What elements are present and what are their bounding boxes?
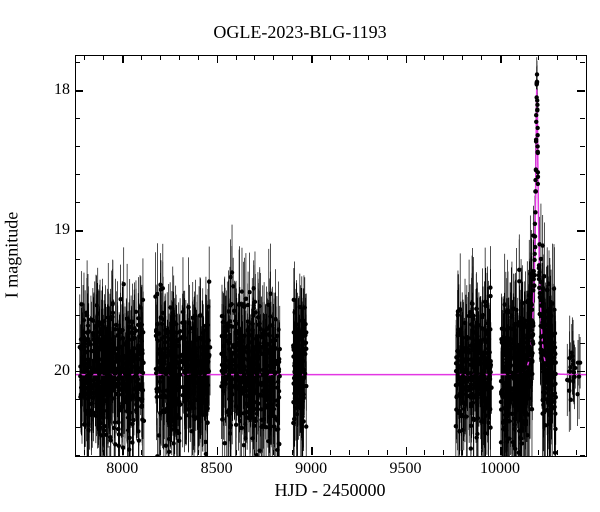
chart-title: OGLE-2023-BLG-1193 [0,22,600,43]
y-axis-label: I magnitude [2,212,23,298]
x-tick-label: 9000 [295,460,327,478]
x-tick-label: 8000 [106,460,138,478]
x-axis-label: HJD - 2450000 [75,480,585,501]
x-tick-label: 10000 [480,460,520,478]
y-tick-label: 18 [54,81,70,99]
y-tick-label: 19 [54,221,70,239]
plot-svg [76,56,586,456]
x-tick-label: 9500 [390,460,422,478]
x-tick-label: 8500 [201,460,233,478]
plot-area [75,55,587,457]
lightcurve-chart: OGLE-2023-BLG-1193 I magnitude HJD - 245… [0,0,600,512]
y-tick-label: 20 [54,362,70,380]
